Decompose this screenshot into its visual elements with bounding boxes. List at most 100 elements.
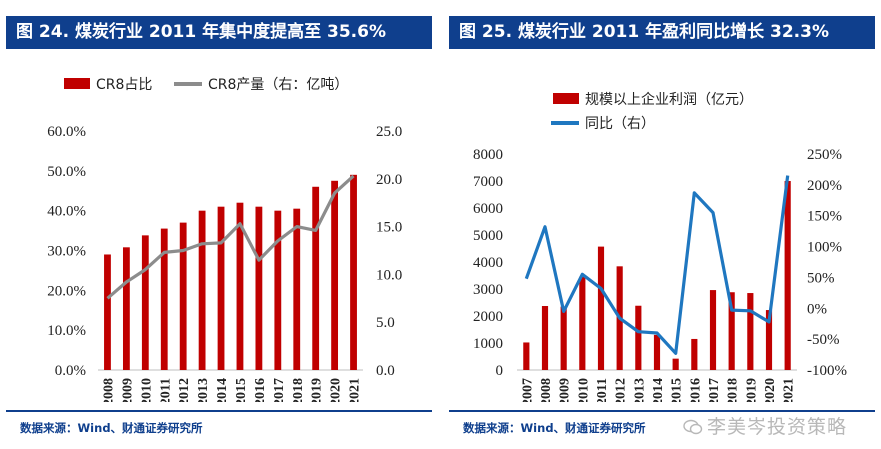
right-y-right-tick-label: -50% — [807, 332, 840, 348]
left-y-right-tick-label: 25.0 — [376, 124, 402, 140]
right-bar — [709, 290, 717, 370]
right-bar — [747, 293, 754, 370]
left-source-text: 数据来源：Wind、财通证券研究所 — [20, 421, 203, 435]
right-y-right-tick-label: 0% — [807, 301, 827, 317]
left-y-right-tick-label: 0.0 — [376, 363, 395, 379]
left-y-left-tick-label: 10.0% — [47, 323, 86, 339]
watermark: 李美岑投资策略 — [683, 412, 847, 439]
left-bar — [217, 206, 225, 370]
left-x-tick-label: 2014 — [215, 378, 230, 402]
left-source-divider — [6, 410, 432, 412]
right-y-left-tick-label: 7000 — [473, 174, 503, 190]
right-bar — [765, 310, 773, 370]
right-y-left-tick-label: 4000 — [473, 255, 503, 271]
right-y-left-tick-label: 6000 — [473, 201, 503, 217]
right-legend-bar-label: 规模以上企业利润（亿元） — [585, 91, 753, 108]
left-y-left-tick-label: 30.0% — [47, 244, 86, 260]
right-y-left-tick-label: 1000 — [473, 336, 503, 352]
right-y-right-tick-label: 100% — [807, 240, 842, 256]
left-legend-line-label: CR8产量（右：亿吨） — [208, 77, 348, 93]
right-x-tick-label: 2014 — [651, 378, 666, 402]
right-bar — [691, 338, 698, 370]
wechat-icon — [683, 419, 703, 435]
left-x-tick-label: 2013 — [196, 378, 211, 402]
right-bar — [523, 342, 530, 370]
right-bar — [784, 181, 791, 370]
left-x-tick-label: 2010 — [139, 378, 154, 402]
left-x-tick-label: 2021 — [348, 378, 363, 402]
left-x-tick-label: 2008 — [101, 378, 116, 402]
left-x-tick-label: 2011 — [158, 378, 173, 402]
left-x-tick-label: 2009 — [120, 378, 135, 402]
right-bar — [597, 246, 605, 370]
left-chart-panel: 图 24. 煤炭行业 2011 年集中度提高至 35.6% CR8占比 CR8产量… — [6, 16, 432, 444]
right-x-tick-label: 2010 — [576, 378, 591, 402]
left-chart-title: 图 24. 煤炭行业 2011 年集中度提高至 35.6% — [6, 16, 432, 49]
right-y-right-tick-label: 50% — [807, 270, 835, 286]
right-x-tick-label: 2012 — [614, 378, 629, 402]
left-y-left-tick-label: 50.0% — [47, 164, 86, 180]
right-x-tick-label: 2013 — [632, 378, 647, 402]
right-y-right-tick-label: 150% — [807, 209, 842, 225]
left-x-tick-label: 2016 — [253, 378, 268, 402]
left-x-tick-label: 2017 — [272, 378, 287, 402]
right-source-divider — [449, 410, 875, 412]
right-y-right-tick-label: 250% — [807, 147, 842, 163]
left-bar — [104, 254, 111, 370]
left-bar — [312, 186, 320, 370]
right-x-tick-label: 2020 — [763, 378, 778, 402]
right-bar — [653, 334, 661, 370]
right-y-left-tick-label: 0 — [496, 363, 504, 379]
left-y-left-tick-label: 60.0% — [47, 124, 86, 140]
right-y-left-tick-label: 8000 — [473, 147, 503, 163]
right-y-right-tick-label: 200% — [807, 178, 842, 194]
right-bar — [672, 358, 679, 370]
right-bar — [635, 305, 642, 370]
left-bar — [179, 222, 187, 370]
right-x-tick-label: 2017 — [707, 378, 722, 402]
right-chart-panel: 图 25. 煤炭行业 2011 年盈利同比增长 32.3% 规模以上企业利润（亿… — [449, 16, 875, 444]
right-x-tick-label: 2021 — [782, 378, 797, 402]
left-y-right-tick-label: 20.0 — [376, 172, 402, 188]
right-x-tick-label: 2007 — [520, 378, 535, 402]
left-bar — [274, 210, 282, 370]
left-x-tick-label: 2018 — [291, 378, 306, 402]
left-bar — [141, 235, 149, 370]
right-x-tick-label: 2016 — [688, 378, 703, 402]
left-bar — [350, 174, 357, 370]
left-y-right-tick-label: 5.0 — [376, 315, 395, 331]
right-source-text: 数据来源：Wind、财通证券研究所 — [463, 421, 646, 435]
right-chart-title: 图 25. 煤炭行业 2011 年盈利同比增长 32.3% — [449, 16, 875, 49]
left-bar — [255, 206, 263, 370]
left-y-left-tick-label: 0.0% — [55, 363, 86, 379]
right-y-left-tick-label: 3000 — [473, 282, 503, 298]
right-x-tick-label: 2011 — [595, 378, 610, 402]
right-x-tick-label: 2009 — [558, 378, 573, 402]
left-x-tick-label: 2020 — [329, 378, 344, 402]
left-x-tick-label: 2012 — [177, 378, 192, 402]
left-x-tick-label: 2015 — [234, 378, 249, 402]
right-bar — [579, 276, 586, 370]
right-x-tick-label: 2008 — [539, 378, 554, 402]
left-bar — [198, 210, 206, 370]
left-y-left-tick-label: 20.0% — [47, 283, 86, 299]
left-y-right-tick-label: 15.0 — [376, 220, 402, 236]
right-y-left-tick-label: 5000 — [473, 228, 503, 244]
left-chart-svg: CR8占比 CR8产量（右：亿吨） 0.0% 10.0% 20.0% 30.0% 40.0%… — [47, 77, 402, 402]
left-bar — [236, 202, 244, 370]
right-legend-line-label: 同比（右） — [585, 116, 655, 132]
right-bar — [728, 292, 735, 370]
right-chart-svg: 规模以上企业利润（亿元） 同比（右） 0 1000 2000 3000 4000 5000 60… — [473, 91, 847, 402]
left-y-left-tick-label: 40.0% — [47, 204, 86, 220]
right-y-right-tick-label: -100% — [807, 363, 847, 379]
right-bar — [560, 306, 567, 370]
right-x-tick-label: 2018 — [726, 378, 741, 402]
left-bar — [293, 208, 301, 370]
right-x-tick-label: 2015 — [670, 378, 685, 402]
left-x-tick-label: 2019 — [310, 378, 325, 402]
left-legend-bar-label: CR8占比 — [96, 77, 152, 93]
left-line-series — [106, 174, 355, 300]
right-legend-bar-swatch — [553, 93, 579, 104]
left-bar — [331, 180, 339, 370]
left-y-right-tick-label: 10.0 — [376, 267, 402, 283]
